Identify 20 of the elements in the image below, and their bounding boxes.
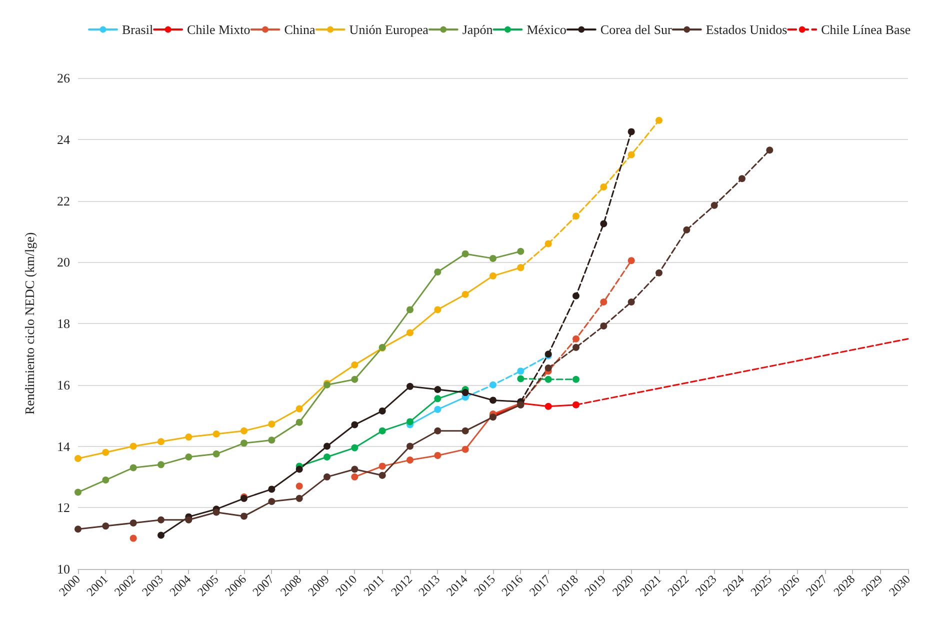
legend-label: Japón — [462, 22, 494, 37]
y-tick-label: 14 — [57, 438, 70, 454]
y-tick-label: 16 — [57, 377, 70, 392]
legend-label: Chile Mixto — [187, 22, 250, 37]
y-tick-label: 12 — [57, 500, 70, 516]
y-tick-label: 20 — [57, 254, 70, 270]
y-tick-label: 10 — [57, 562, 70, 576]
y-tick-label: 24 — [57, 132, 70, 147]
legend-label: Chile Línea Base — [821, 22, 911, 37]
y-tick-label: 18 — [57, 316, 70, 331]
y-axis-title: Rendimiento ciclo NEDC (km/lge) — [22, 232, 37, 415]
legend-label: México — [526, 22, 566, 37]
legend-label: Unión Europea — [349, 22, 429, 37]
legend-label: China — [284, 22, 316, 37]
legend-label: Estados Unidos — [706, 22, 788, 37]
legend-label: Corea del Sur — [600, 22, 673, 37]
legend-label: Brasil — [122, 22, 154, 37]
y-tick-label: 22 — [57, 193, 70, 208]
x-tick-label: 2011 — [360, 572, 388, 599]
y-tick-label: 26 — [57, 70, 70, 86]
